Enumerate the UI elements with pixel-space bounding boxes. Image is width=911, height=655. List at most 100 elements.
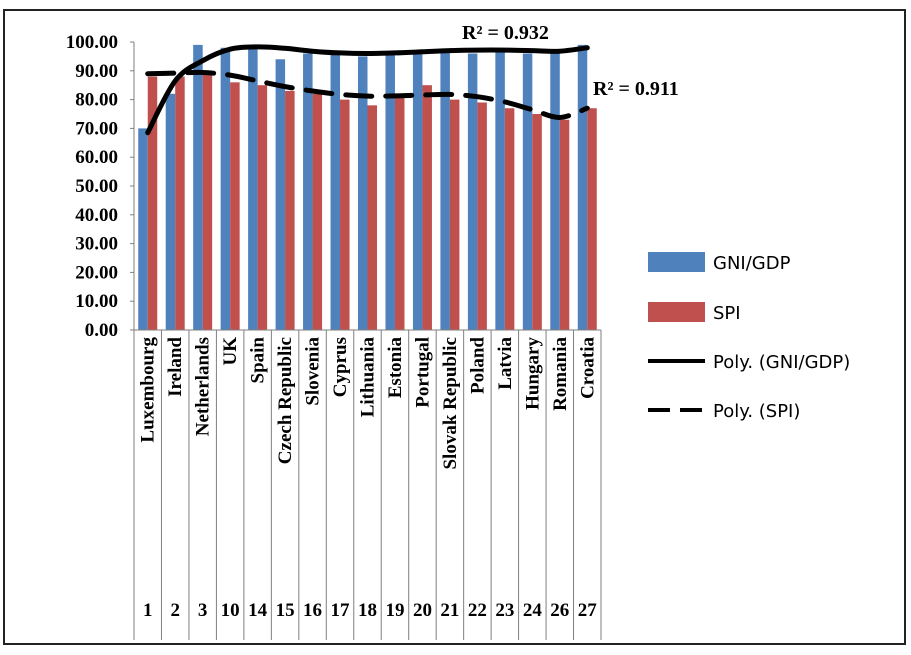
y-tick-label: 60.00 [75,147,118,168]
y-tick-label: 70.00 [75,118,118,139]
bar-gni-gdp [495,47,505,330]
x-category-label: Czech Republic [275,337,296,464]
y-tick-label: 50.00 [75,176,118,197]
bar-gni-gdp [138,128,148,330]
bar-spi [559,119,570,330]
legend-item-poly-spi: Poly. (SPI) [648,401,800,422]
bar-gni-gdp [385,53,395,331]
x-category-label: Hungary [522,337,543,410]
bar-spi [394,93,405,330]
bar-spi [340,99,350,330]
bar-spi [422,85,432,330]
legend: GNI/GDP SPI Poly. (GNI/GDP) Poly. (SPI) [648,252,850,422]
bar-spi [230,82,240,330]
bar-gni-gdp [550,53,560,331]
bar-gni-gdp [467,53,478,331]
bar-gni-gdp [193,44,203,330]
x-category-label: Romania [550,337,571,411]
x-category-label: Latvia [495,337,516,390]
y-tick-label: 80.00 [75,90,118,111]
x-category-label: Netherlands [193,337,214,436]
rank-label: 27 [578,600,598,621]
bar-spi [504,108,515,331]
bar-gni-gdp [577,44,588,330]
y-tick-label: 10.00 [75,291,118,312]
rank-label: 22 [468,600,487,621]
x-category-label: Lithuania [358,337,379,418]
bar-gni-gdp [522,53,533,331]
bar-gni-gdp [440,50,450,330]
legend-swatch [648,302,705,322]
x-category-label: Spain [248,337,269,384]
legend-label: GNI/GDP [713,253,791,274]
bar-spi [587,108,597,331]
rank-label: 20 [413,600,432,621]
y-tick-label: 30.00 [75,234,118,255]
rank-label: 15 [276,600,295,621]
rank-label: 23 [495,600,514,621]
rank-label: 1 [143,600,153,621]
bar-gni-gdp [220,47,231,330]
r2-label-gni: R² = 0.932 [462,22,549,44]
bar-spi [257,85,268,330]
y-tick-label: 20.00 [75,262,118,283]
rank-label: 14 [248,600,268,621]
rank-label: 2 [170,600,180,621]
x-category-label: Estonia [385,337,406,399]
legend-label: Poly. (GNI/GDP) [713,352,850,373]
bar-gni-gdp [303,53,313,331]
legend-swatch [648,252,705,272]
bar-gni-gdp [412,53,423,331]
x-category-layer: Luxembourg Ireland Netherlands UK Spain Czech… [133,330,602,640]
rank-label: 10 [221,600,240,621]
legend-item-gni-gdp: GNI/GDP [648,252,791,274]
bar-spi [202,73,213,331]
bar-gni-gdp [248,47,258,330]
y-tick-label: 90.00 [75,61,118,82]
rank-label: 24 [523,600,543,621]
rank-label: 21 [440,600,459,621]
bar-spi [312,93,323,330]
legend-item-spi: SPI [648,302,741,324]
y-tick-label: 100.00 [66,32,118,53]
x-category-label: UK [220,337,241,366]
rank-label: 16 [303,600,322,621]
bar-gni-gdp [358,56,368,331]
bar-spi [147,76,158,330]
legend-label: SPI [713,303,741,324]
x-category-label: Poland [467,337,488,394]
rank-label: 3 [198,600,208,621]
x-category-label: Croatia [577,337,598,399]
bar-gni-gdp [165,93,176,330]
rank-row-layer: 1 2 3 10 14 15 16 17 18 19 20 21 22 23 24 26 27 [143,600,597,621]
trendline-gni-gdp [145,44,590,136]
rank-label: 17 [331,600,351,621]
bar-spi [175,76,185,330]
legend-label: Poly. (SPI) [713,401,800,422]
bar-spi [285,90,295,331]
trendline-spi [145,69,590,121]
y-tick-layer: 100.00 90.00 80.00 70.00 60.00 50.00 40.00 30.0… [66,32,134,341]
trendline-layer [145,44,590,136]
bar-spi [532,114,542,330]
x-category-label: Luxembourg [138,337,159,443]
bar-spi [477,102,487,330]
bar-layer [138,44,597,331]
x-category-label: Ireland [165,337,186,397]
y-tick-label: 0.00 [85,320,118,341]
bar-gni-gdp [330,53,341,331]
rank-label: 19 [385,600,404,621]
rank-label: 26 [550,600,569,621]
rank-label: 18 [358,600,377,621]
r2-label-spi: R² = 0.911 [593,78,679,100]
x-category-label: Slovak Republic [440,337,461,470]
bar-spi [449,99,460,330]
bar-gni-gdp [275,59,286,330]
x-category-label: Slovenia [303,337,324,406]
legend-item-poly-gni-gdp: Poly. (GNI/GDP) [648,352,850,373]
y-tick-label: 40.00 [75,205,118,226]
bar-spi [367,105,377,330]
x-category-label: Portugal [412,337,433,408]
